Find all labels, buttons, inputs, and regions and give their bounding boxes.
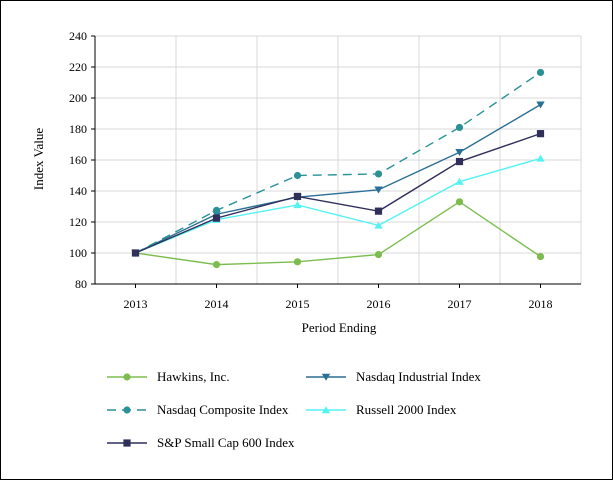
series-group [131,68,545,269]
series-line [135,132,541,254]
data-point [455,198,464,206]
legend-label: Hawkins, Inc. [157,369,230,384]
data-point [374,186,383,194]
data-point [212,206,221,214]
data-point [131,249,140,257]
x-tick-label: 2017 [448,297,472,311]
axes: 80 100 120 140 160 180 200 220 240 2013 2014 2015 20… [69,29,581,311]
series-line [135,157,541,254]
series-0 [131,198,545,269]
data-point [212,214,221,222]
y-tick-label: 180 [69,122,87,136]
data-point [536,154,545,162]
legend-marker [321,406,331,414]
legend: Hawkins, Inc. Nasdaq Industrial Index Nasd… [107,369,481,450]
legend-label: Nasdaq Composite Index [157,402,289,417]
legend-item-1: Nasdaq Industrial Index [306,369,481,384]
data-point [293,258,302,266]
data-point [536,68,545,77]
data-point [374,250,383,259]
series-line [135,104,541,254]
legend-item-0: Hawkins, Inc. [107,369,230,384]
x-tick-label: 2018 [529,297,553,311]
data-point [293,201,302,209]
x-tick-label: 2014 [205,297,229,311]
data-point [455,157,464,166]
y-tick-label: 100 [69,246,87,260]
data-point [293,171,302,180]
series-line [135,201,541,266]
data-point [536,130,545,138]
data-point [374,221,383,229]
data-point [536,252,545,261]
y-tick-label: 120 [69,215,87,229]
data-point [455,149,464,157]
legend-label: S&P Small Cap 600 Index [157,435,295,450]
x-tick-label: 2016 [367,297,391,311]
grid [94,35,582,285]
x-tick-label: 2013 [124,297,148,311]
legend-marker [321,373,331,381]
y-tick-label: 240 [69,29,87,43]
y-tick-label: 220 [69,60,87,74]
y-tick-label: 160 [69,153,87,167]
data-point [374,170,383,178]
y-tick-label: 200 [69,91,87,105]
data-point [212,261,221,269]
legend-marker [123,373,131,381]
legend-marker [123,439,131,447]
data-point [293,192,302,201]
y-axis-label: Index Value [31,128,46,190]
data-point [536,101,545,109]
legend-label: Russell 2000 Index [356,402,457,417]
legend-item-2: Nasdaq Composite Index [107,402,289,417]
x-axis-label: Period Ending [302,320,377,335]
y-tick-label: 140 [69,184,87,198]
legend-item-3: Russell 2000 Index [306,402,457,417]
data-point [455,123,464,132]
legend-label: Nasdaq Industrial Index [356,369,481,384]
y-tick-label: 80 [75,277,87,291]
legend-item-4: S&P Small Cap 600 Index [107,435,295,450]
data-point [455,177,464,185]
series-line [135,71,541,254]
x-tick-label: 2015 [286,297,310,311]
series-4 [131,130,545,257]
legend-marker [123,406,131,414]
data-point [374,207,383,215]
